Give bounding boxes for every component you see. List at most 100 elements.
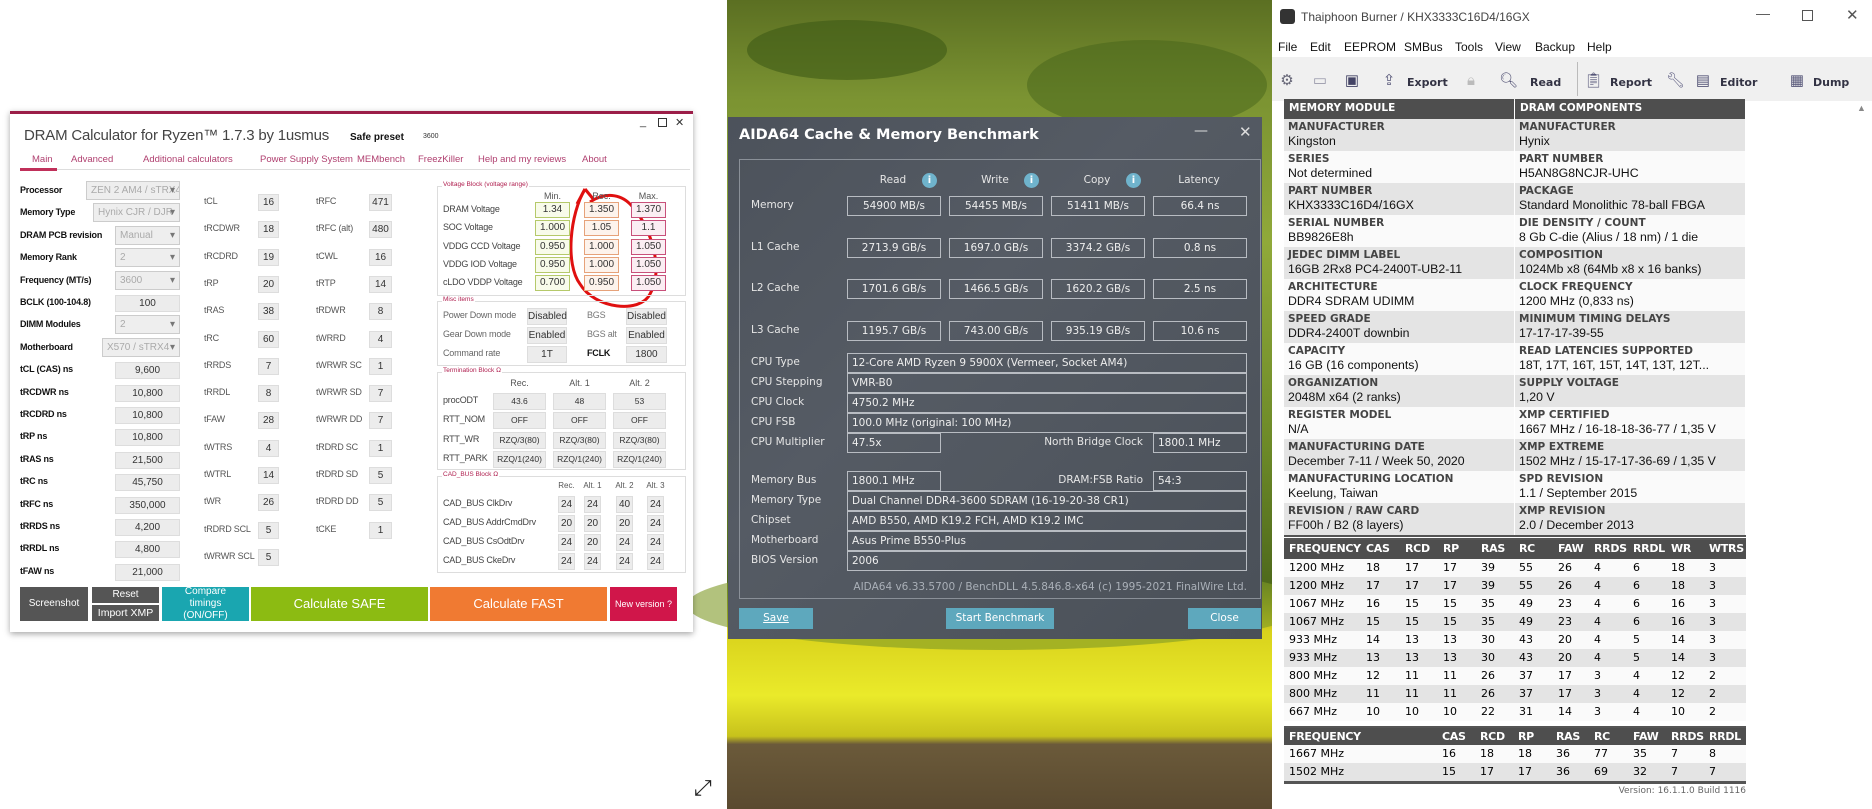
editor-document-icon[interactable]: ▤ [1695,72,1711,89]
vertical-scrollbar[interactable]: ▲ [1852,101,1872,809]
tab-main[interactable]: Main [32,154,53,165]
menu-backup[interactable]: Backup [1535,40,1576,54]
cad-value: 40 [616,496,633,513]
tab-help-and-my-reviews[interactable]: Help and my reviews [478,154,567,165]
cell: 23 [1558,615,1572,628]
minimize-button[interactable]: — [1194,123,1208,139]
misc-value[interactable]: 1800 [626,346,667,363]
version-footer: AIDA64 v6.33.5700 / BenchDLL 4.5.846.8-x… [853,581,1247,593]
version-label: Version: 16.1.1.0 Build 1116 [1618,786,1746,796]
minimize-button[interactable]: _ [640,116,647,128]
cell: 12 [1366,669,1380,682]
cell: 43 [1519,633,1533,646]
save-disk-icon[interactable]: ▣ [1344,72,1360,89]
results-panel [739,159,1261,599]
field-dropdown[interactable]: Manual [115,225,180,245]
misc-value[interactable]: Enabled [626,327,667,344]
spd-row: REGISTER MODEL N/A [1284,407,1514,439]
report-button[interactable]: Report [1610,76,1653,89]
info-icon[interactable]: i [922,173,937,188]
cell: 15 [1443,597,1457,610]
dump-grid-icon[interactable]: ▦ [1789,72,1805,89]
screenshot-button[interactable]: Screenshot [20,587,88,621]
info-label: Memory Bus [751,474,817,486]
maximize-button[interactable] [1802,10,1813,21]
voltage-value: 1.050 [631,275,666,292]
export-button[interactable]: Export [1407,76,1448,89]
tab-advanced[interactable]: Advanced [71,154,114,165]
maximize-button[interactable] [658,118,667,127]
timing-value: 14 [258,467,279,484]
info-icon[interactable]: i [1126,173,1141,188]
open-folder-icon[interactable]: ▭ [1312,72,1328,89]
field-label: Motherboard [20,341,73,352]
compare-timings-button[interactable]: Compare timings (ON/OFF) [162,586,249,621]
cell: 43 [1519,651,1533,664]
close-button[interactable]: ✕ [1239,123,1252,141]
menu-smbus[interactable]: SMBus [1404,40,1443,54]
timing-value: 8 [369,303,392,321]
field-dropdown[interactable]: Hynix CJR / DJR [93,203,180,223]
wrench-icon[interactable]: 🔧︎ [1666,72,1686,89]
calculate-safe-button[interactable]: Calculate SAFE [251,587,428,621]
termination-label: procODT [443,395,479,405]
menu-tools[interactable]: Tools [1455,40,1484,54]
close-button[interactable]: ✕ [1846,7,1859,24]
menu-file[interactable]: File [1278,40,1298,54]
start-benchmark-button[interactable]: Start Benchmark [946,608,1054,629]
calculate-fast-button[interactable]: Calculate FAST [430,587,607,621]
tab-about[interactable]: About [582,154,607,165]
field-value[interactable]: 100 [115,295,180,312]
export-icon[interactable]: ⇪ [1382,72,1396,89]
spd-value: 1502 MHz / 15-17-17-36-69 / 1,35 V [1519,454,1716,468]
misc-value[interactable]: 1T [527,346,567,363]
menu-eeprom[interactable]: EEPROM [1344,40,1397,54]
misc-value[interactable]: Disabled [527,308,567,325]
tab-membench[interactable]: MEMbench [357,154,406,165]
field-dropdown[interactable]: 2 [115,248,180,268]
field-dropdown[interactable]: X570 / sTRX4 [102,337,180,357]
menu-help[interactable]: Help [1587,40,1612,54]
field-value: 10,800 [115,429,180,447]
spd-value: Not determined [1288,166,1373,180]
info-value: 100.0 MHz (original: 100 MHz) [847,413,1247,433]
field-dropdown[interactable]: ZEN 2 AM4 / sTRX4 [86,181,180,200]
scroll-up-icon[interactable]: ▲ [1857,103,1866,113]
new-version-button[interactable]: New version ? [610,587,677,621]
field-dropdown[interactable]: 2 [115,315,180,335]
read-button[interactable]: Read [1530,76,1562,89]
lock-icon[interactable]: 🔒︎ [1467,72,1475,89]
minimize-button[interactable]: — [1756,5,1770,21]
field-dropdown[interactable]: 3600 [115,270,180,290]
misc-value[interactable]: Disabled [626,308,667,325]
reset-button[interactable]: Reset [92,587,159,603]
dump-button[interactable]: Dump [1813,76,1850,89]
import-xmp-button[interactable]: Import XMP [92,605,159,621]
read-magnifier-icon[interactable]: 🔍︎ [1499,72,1519,89]
menu-view[interactable]: View [1495,40,1521,54]
cell: 6 [1633,579,1640,592]
timing-label: tRDRD SD [316,469,358,479]
menu-edit[interactable]: Edit [1310,40,1331,54]
close-dialog-button[interactable]: Close [1188,608,1261,629]
spd-value: DDR4 SDRAM UDIMM [1288,294,1415,308]
tab-additional-calculators[interactable]: Additional calculators [143,154,233,165]
spd-value: 18T, 17T, 16T, 15T, 14T, 13T, 12T... [1519,358,1710,372]
editor-button[interactable]: Editor [1720,76,1758,89]
tab-freezkiller[interactable]: FreezKiller [418,154,464,165]
cell: 10 [1443,705,1457,718]
settings-gears-icon[interactable]: ⚙ [1280,72,1294,89]
info-value: Dual Channel DDR4-3600 SDRAM (16-19-20-3… [847,491,1247,511]
misc-label: BGS [587,310,606,320]
cell: 800 MHz [1289,669,1338,682]
info-icon[interactable]: i [1024,173,1039,188]
tab-power-supply-system[interactable]: Power Supply System [260,154,353,165]
termination-value: 53 [613,393,666,410]
cell: 10 [1405,705,1419,718]
misc-value[interactable]: Enabled [527,327,567,344]
cell: 3 [1709,561,1716,574]
spd-row: PACKAGE Standard Monolithic 78-ball FBGA [1515,183,1745,215]
save-button[interactable]: Save [739,608,813,629]
report-clipboard-icon[interactable]: 📋︎ [1584,72,1604,89]
close-button[interactable]: ✕ [675,117,685,129]
